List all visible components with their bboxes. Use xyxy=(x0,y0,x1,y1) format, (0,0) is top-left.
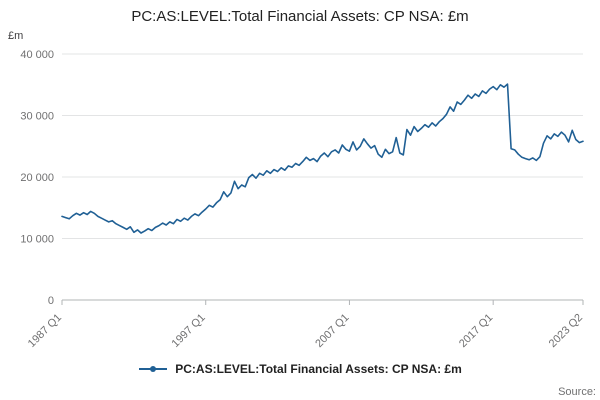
gridlines xyxy=(62,53,583,301)
chart-title: PC:AS:LEVEL:Total Financial Assets: CP N… xyxy=(131,8,469,25)
y-axis-unit-label: £m xyxy=(8,30,24,42)
x-tick-label: 2007 Q1 xyxy=(313,312,351,350)
y-tick-label: 40 000 xyxy=(20,49,54,61)
x-tick-label: 2023 Q2 xyxy=(547,312,585,350)
y-tick-label: 0 xyxy=(48,295,54,307)
legend-series-label: PC:AS:LEVEL:Total Financial Assets: CP N… xyxy=(175,362,462,376)
y-tick-label: 30 000 xyxy=(20,111,54,123)
x-tick-label: 1997 Q1 xyxy=(170,312,208,350)
y-tick-label: 10 000 xyxy=(20,234,54,246)
x-tick-label: 1987 Q1 xyxy=(26,312,64,350)
source-label: Source: xyxy=(558,386,596,398)
series-line[interactable] xyxy=(61,83,584,234)
y-tick-label: 20 000 xyxy=(20,172,54,184)
legend-item[interactable]: PC:AS:LEVEL:Total Financial Assets: CP N… xyxy=(0,362,600,376)
x-tick-label: 2017 Q1 xyxy=(457,312,495,350)
plot-area: 0 10 000 20 000 30 000 40 000 1987 Q1 1997 Q1… xyxy=(20,49,585,350)
y-axis-tick-labels: 0 10 000 20 000 30 000 40 000 xyxy=(20,49,54,307)
legend-line-icon xyxy=(139,366,168,372)
x-axis-tick-labels: 1987 Q1 1997 Q1 2007 Q1 2017 Q1 2023 Q2 xyxy=(26,300,585,350)
